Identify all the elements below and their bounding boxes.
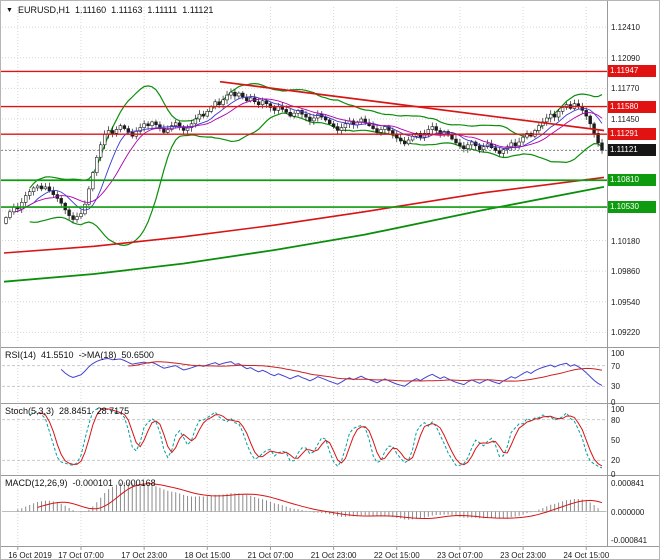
ohlc-low-value: 1.11111 (147, 5, 178, 15)
level-lines[interactable] (1, 70, 607, 208)
bollinger-bands (29, 82, 603, 247)
macd-signal-value: 0.000168 (118, 478, 156, 488)
rsi-ma-value: 50.6500 (121, 350, 154, 360)
stoch-indicator-name: Stoch(5,3,3) (5, 406, 55, 416)
rsi-indicator-name: RSI(14) (5, 350, 37, 360)
ohlc-close-value: 1.11121 (182, 5, 214, 15)
stoch-d-value: 28.7175 (96, 406, 130, 416)
symbol-timeframe-label: EURUSD,H1 (17, 5, 70, 15)
long-moving-averages (3, 176, 605, 283)
panel-separators (1, 1, 659, 550)
chart-header: ▼ EURUSD,H1 1.11160 1.11163 1.11111 1.11… (6, 5, 213, 15)
macd-panel-title: MACD(12,26,9) -0.000101 0.000168 (5, 478, 156, 488)
rsi-panel-title: RSI(14) 41.5510 ->MA(18) 50.6500 (5, 350, 154, 360)
macd-indicator-name: MACD(12,26,9) (5, 478, 68, 488)
macd-panel (2, 482, 607, 520)
symbol-dropdown-icon[interactable]: ▼ (6, 6, 13, 14)
rsi-ma-name: ->MA(18) (78, 350, 117, 360)
stoch-k-value: 28.8451 (59, 406, 92, 416)
stochastic-panel (2, 407, 607, 469)
rsi-panel (2, 357, 607, 387)
stochastic-panel-title: Stoch(5,3,3) 28.8451 28.7175 (5, 406, 129, 416)
gridlines (2, 7, 607, 545)
ohlc-open-value: 1.11160 (74, 5, 107, 15)
macd-main-value: -0.000101 (72, 478, 114, 488)
ohlc-high-value: 1.11163 (111, 5, 143, 15)
rsi-indicator-value: 41.5510 (41, 350, 74, 360)
